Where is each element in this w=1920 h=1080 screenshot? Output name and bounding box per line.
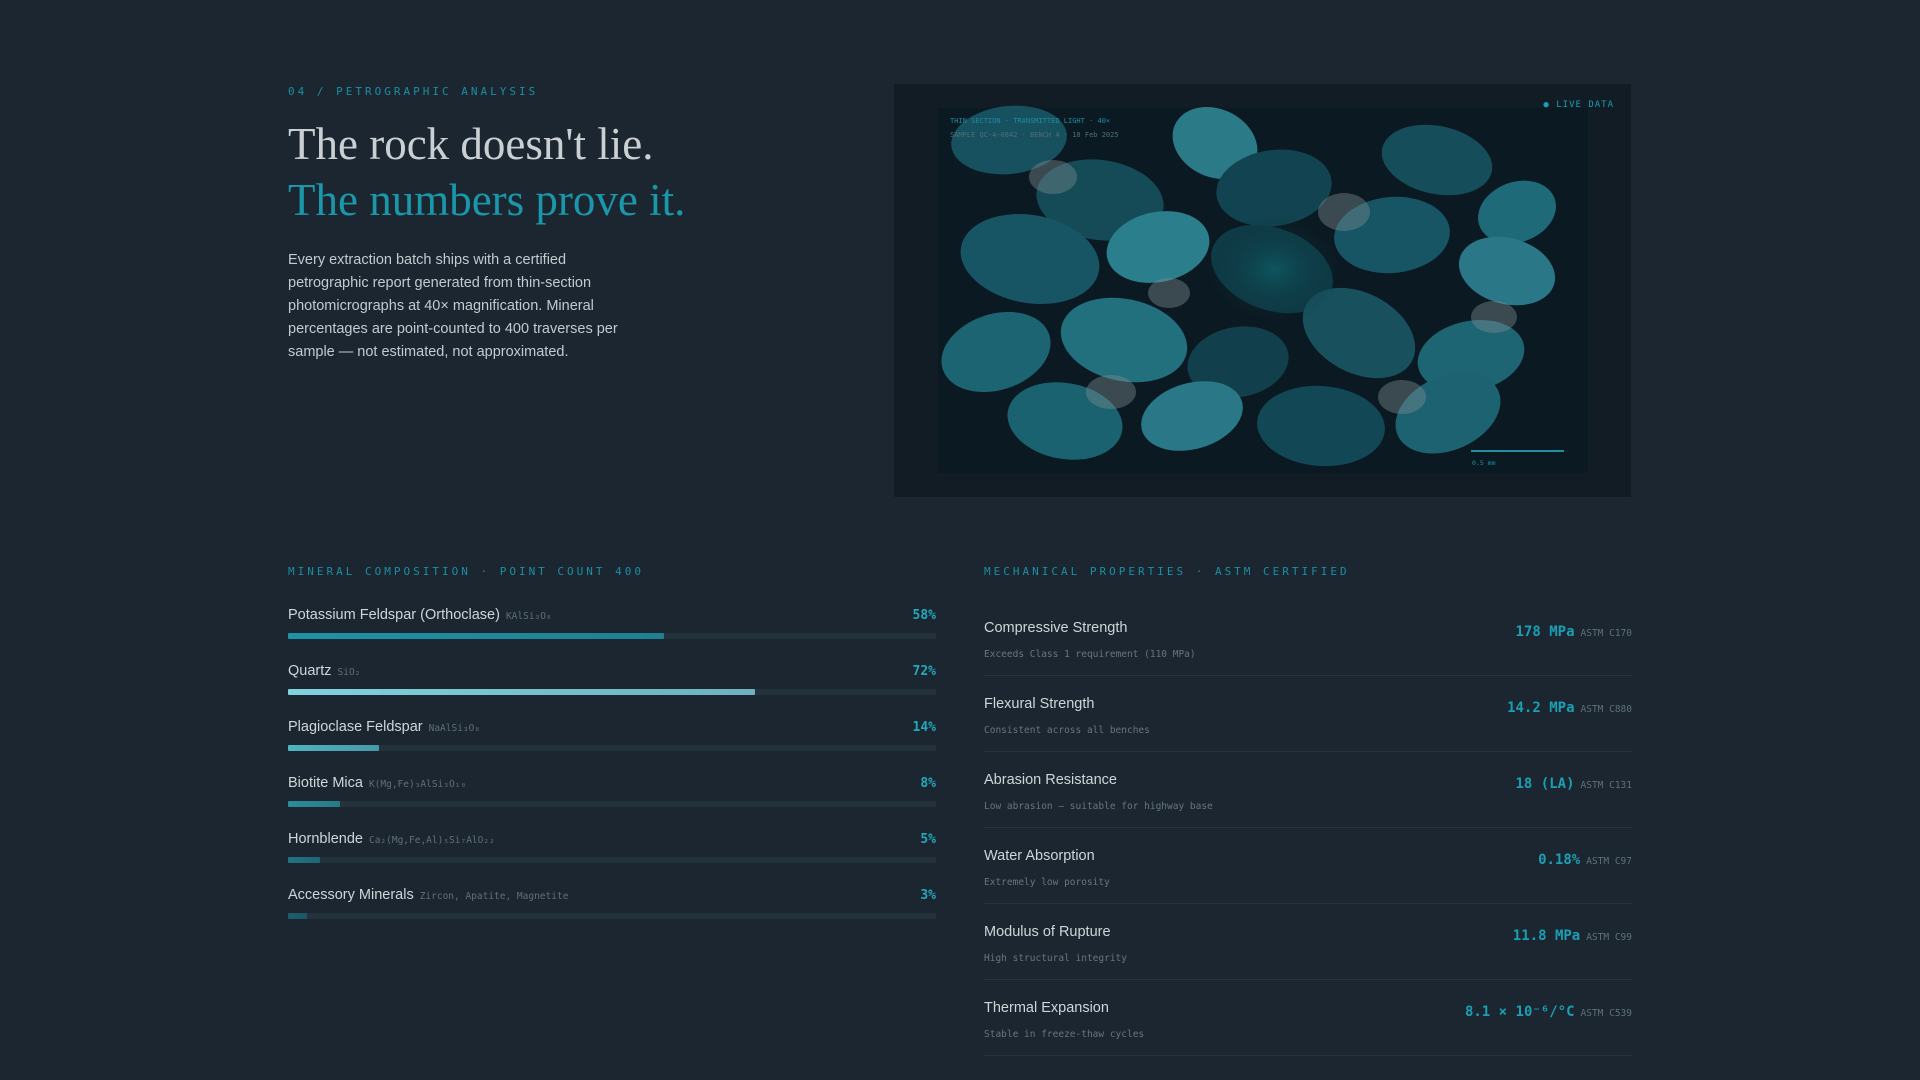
section-eyebrow: 04 / PETROGRAPHIC ANALYSIS bbox=[288, 85, 539, 98]
property-value: 14.2 MPa ASTM C880 bbox=[1507, 700, 1632, 716]
mineral-formula: K(Mg,Fe)₃AlSi₃O₁₀ bbox=[368, 779, 467, 790]
property-name: Flexural Strength bbox=[984, 696, 1095, 712]
mineral-formula: SiO₂ bbox=[337, 667, 361, 678]
live-data-badge: ● LIVE DATA bbox=[1543, 100, 1614, 110]
property-value: 8.1 × 10⁻⁶/°C ASTM C539 bbox=[1464, 1004, 1632, 1020]
mineral-bar-track bbox=[288, 633, 936, 639]
headline-line-1: The rock doesn't lie. bbox=[288, 119, 654, 169]
mineral-name: Accessory Minerals Zircon, Apatite, Magne… bbox=[288, 887, 569, 903]
mineral-formula: NaAlSi₃O₈ bbox=[428, 723, 481, 734]
mineral-row: Hornblende Ca₂(Mg,Fe,Al)₅Si₇AlO₂₂ 5% bbox=[288, 827, 936, 883]
mineral-formula: Zircon, Apatite, Magnetite bbox=[419, 891, 569, 902]
properties-list: Compressive Strength Exceeds Class 1 req… bbox=[984, 600, 1632, 1056]
mineral-bar-fill bbox=[288, 857, 321, 863]
mineral-bar-fill bbox=[288, 745, 379, 751]
mineral-name: Hornblende Ca₂(Mg,Fe,Al)₅Si₇AlO₂₂ bbox=[288, 831, 495, 847]
mineral-row: Plagioclase Feldspar NaAlSi₃O₈ 14% bbox=[288, 715, 936, 771]
mineral-name: Plagioclase Feldspar NaAlSi₃O₈ bbox=[288, 719, 481, 735]
property-description: Exceeds Class 1 requirement (110 MPa) bbox=[984, 649, 1196, 660]
mineral-percent: 5% bbox=[920, 832, 936, 847]
mineral-grains bbox=[941, 105, 1556, 467]
property-standard: ASTM C131 bbox=[1580, 780, 1632, 791]
mechanical-properties-title: MECHANICAL PROPERTIES · ASTM CERTIFIED bbox=[984, 565, 1350, 578]
mineral-bar-fill bbox=[288, 913, 308, 919]
mineral-name: Quartz SiO₂ bbox=[288, 663, 361, 679]
property-row: Flexural Strength Consistent across all … bbox=[984, 676, 1632, 752]
micrograph-caption-line-1: THIN SECTION · TRANSMITTED LIGHT · 40× bbox=[950, 117, 1110, 125]
property-description: Consistent across all benches bbox=[984, 725, 1150, 736]
mineral-formula: KAlSi₃O₈ bbox=[505, 611, 552, 622]
property-value: 11.8 MPa ASTM C99 bbox=[1512, 928, 1632, 944]
mineral-bar-fill bbox=[288, 633, 664, 639]
mineral-list: Potassium Feldspar (Orthoclase) KAlSi₃O₈ … bbox=[288, 603, 936, 939]
property-name: Modulus of Rupture bbox=[984, 924, 1111, 940]
micrograph-caption-line-2: SAMPLE QC-4-0842 · BENCH 4 · 18 Feb 2025 bbox=[950, 131, 1119, 139]
property-description: Extremely low porosity bbox=[984, 877, 1110, 888]
property-name: Thermal Expansion bbox=[984, 1000, 1109, 1016]
dark-inclusions bbox=[1029, 160, 1517, 414]
mineral-bar-fill bbox=[288, 689, 755, 695]
mineral-bar-track bbox=[288, 913, 936, 919]
mineral-formula: Ca₂(Mg,Fe,Al)₅Si₇AlO₂₂ bbox=[368, 835, 495, 846]
property-value: 178 MPa ASTM C170 bbox=[1515, 624, 1633, 640]
mineral-row: Accessory Minerals Zircon, Apatite, Magne… bbox=[288, 883, 936, 939]
mineral-percent: 72% bbox=[912, 664, 936, 679]
property-description: Low abrasion — suitable for highway base bbox=[984, 801, 1213, 812]
property-row: Compressive Strength Exceeds Class 1 req… bbox=[984, 600, 1632, 676]
property-standard: ASTM C539 bbox=[1580, 1008, 1632, 1019]
thin-section-micrograph: THIN SECTION · TRANSMITTED LIGHT · 40× S… bbox=[938, 100, 1614, 473]
mineral-row: Quartz SiO₂ 72% bbox=[288, 659, 936, 715]
property-standard: ASTM C880 bbox=[1580, 704, 1632, 715]
mineral-name: Biotite Mica K(Mg,Fe)₃AlSi₃O₁₀ bbox=[288, 775, 467, 791]
mineral-row: Biotite Mica K(Mg,Fe)₃AlSi₃O₁₀ 8% bbox=[288, 771, 936, 827]
property-name: Compressive Strength bbox=[984, 620, 1128, 636]
mineral-bar-track bbox=[288, 801, 936, 807]
property-name: Abrasion Resistance bbox=[984, 772, 1117, 788]
property-row: Abrasion Resistance Low abrasion — suita… bbox=[984, 752, 1632, 828]
mineral-row: Potassium Feldspar (Orthoclase) KAlSi₃O₈ … bbox=[288, 603, 936, 659]
mineral-bar-fill bbox=[288, 801, 340, 807]
mineral-composition-title: MINERAL COMPOSITION · POINT COUNT 400 bbox=[288, 565, 645, 578]
property-standard: ASTM C99 bbox=[1586, 932, 1632, 943]
mineral-bar-track bbox=[288, 745, 936, 751]
property-value: 18 (LA) ASTM C131 bbox=[1515, 776, 1633, 792]
property-standard: ASTM C170 bbox=[1580, 628, 1632, 639]
property-description: Stable in freeze-thaw cycles bbox=[984, 1029, 1145, 1040]
property-row: Thermal Expansion Stable in freeze-thaw … bbox=[984, 980, 1632, 1056]
property-value: 0.18% ASTM C97 bbox=[1538, 852, 1632, 868]
micrograph-panel: THIN SECTION · TRANSMITTED LIGHT · 40× S… bbox=[894, 84, 1631, 497]
mineral-bar-track bbox=[288, 857, 936, 863]
headline: The rock doesn't lie. The numbers prove … bbox=[288, 116, 685, 228]
mineral-percent: 14% bbox=[912, 720, 936, 735]
scale-bar-label: 0.5 mm bbox=[1472, 459, 1496, 467]
mineral-bar-track bbox=[288, 689, 936, 695]
intro-paragraph: Every extraction batch ships with a cert… bbox=[288, 252, 618, 360]
mineral-percent: 58% bbox=[912, 608, 936, 623]
mineral-percent: 8% bbox=[920, 776, 936, 791]
property-description: High structural integrity bbox=[984, 953, 1127, 964]
property-name: Water Absorption bbox=[984, 848, 1095, 864]
mineral-name: Potassium Feldspar (Orthoclase) KAlSi₃O₈ bbox=[288, 607, 552, 623]
property-row: Modulus of Rupture High structural integ… bbox=[984, 904, 1632, 980]
headline-line-2: The numbers prove it. bbox=[288, 175, 686, 225]
property-row: Water Absorption Extremely low porosity … bbox=[984, 828, 1632, 904]
property-standard: ASTM C97 bbox=[1586, 856, 1632, 867]
mineral-percent: 3% bbox=[920, 888, 936, 903]
